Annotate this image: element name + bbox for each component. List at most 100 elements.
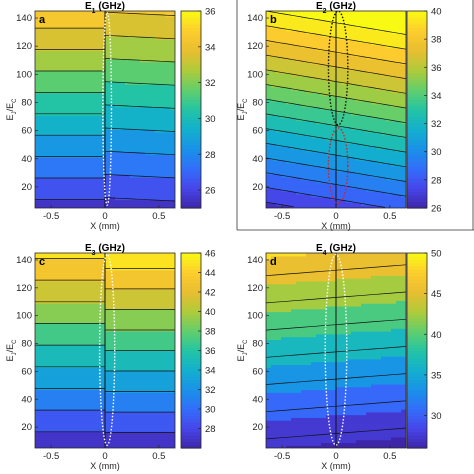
heatmap-cell — [65, 75, 71, 80]
heatmap-cell — [276, 30, 282, 35]
heatmap-cell — [306, 101, 312, 105]
heatmap-cell — [386, 148, 392, 153]
heatmap-cell — [70, 431, 76, 435]
heatmap-cell — [90, 27, 96, 32]
colorbar-cell — [181, 33, 201, 38]
heatmap-cell — [50, 436, 56, 441]
heatmap-cell — [90, 103, 96, 108]
heatmap-cell — [125, 109, 131, 113]
heatmap-cell — [85, 261, 91, 265]
heatmap-cell — [70, 356, 76, 360]
colorbar-cell — [181, 204, 201, 209]
heatmap-cell — [391, 27, 397, 32]
heatmap-cell — [75, 272, 81, 276]
heatmap-cell — [130, 154, 136, 158]
heatmap-cell — [165, 27, 171, 32]
heatmap-cell — [386, 196, 392, 201]
heatmap-cell — [356, 47, 362, 51]
heatmap-cell — [271, 129, 277, 133]
heatmap-cell — [321, 67, 327, 71]
heatmap-cell — [115, 143, 121, 147]
contour-line — [266, 201, 295, 208]
heatmap-cell — [45, 392, 51, 396]
heatmap-cell — [271, 64, 277, 68]
colorbar-cell — [181, 165, 201, 170]
heatmap-cell — [160, 13, 166, 18]
boundary-ellipse — [102, 11, 113, 206]
colorbar-cell — [407, 155, 427, 160]
heatmap-cell — [371, 177, 377, 181]
heatmap-cell — [356, 199, 362, 203]
heatmap-cell — [60, 78, 66, 82]
heatmap-cell — [351, 117, 357, 122]
heatmap-cell — [50, 157, 56, 161]
heatmap-cell — [55, 283, 61, 288]
heatmap-cell — [60, 19, 66, 23]
heatmap-cell — [286, 182, 292, 187]
heatmap-cell — [45, 286, 51, 290]
heatmap-cell — [150, 132, 156, 136]
heatmap-cell — [45, 115, 51, 119]
heatmap-cell — [135, 30, 141, 35]
heatmap-cell — [105, 148, 111, 153]
heatmap-cell — [145, 103, 151, 108]
heatmap-cell — [366, 165, 372, 170]
heatmap-cell — [65, 269, 71, 274]
heatmap-cell — [316, 129, 322, 133]
heatmap-cell — [120, 33, 126, 37]
heatmap-cell — [271, 179, 277, 184]
heatmap-cell — [316, 151, 322, 156]
colorbar-cell — [181, 185, 201, 189]
heatmap-cell — [356, 146, 362, 150]
heatmap-cell — [316, 202, 322, 206]
heatmap-cell — [326, 50, 332, 54]
heatmap-cell — [45, 165, 51, 170]
heatmap-cell — [271, 70, 277, 74]
heatmap-cell — [271, 53, 277, 57]
heatmap-cell — [45, 89, 51, 94]
heatmap-cell — [65, 157, 71, 161]
heatmap-cell — [150, 67, 156, 71]
heatmap-cell — [110, 36, 116, 40]
heatmap-cell — [366, 168, 372, 173]
heatmap-cell — [55, 347, 61, 352]
heatmap-cell — [90, 25, 96, 29]
heatmap-cell — [160, 120, 166, 125]
heatmap-cell — [281, 25, 287, 29]
heatmap-cell — [316, 146, 322, 150]
heatmap-cell — [40, 120, 46, 125]
heatmap-cell — [75, 434, 81, 438]
heatmap-cell — [361, 109, 367, 113]
heatmap-cell — [80, 258, 86, 262]
heatmap-cell — [145, 205, 151, 208]
heatmap-cell — [35, 33, 41, 37]
heatmap-cell — [75, 25, 81, 29]
heatmap-cell — [351, 103, 357, 108]
colorbar-cell — [407, 152, 427, 157]
heatmap-cell — [356, 30, 362, 35]
heatmap-cell — [346, 78, 352, 82]
heatmap-cell — [331, 112, 337, 116]
heatmap-cell — [331, 132, 337, 136]
heatmap-cell — [35, 294, 41, 299]
heatmap-cell — [321, 188, 327, 192]
heatmap-cell — [170, 19, 175, 23]
heatmap-cell — [301, 154, 307, 158]
heatmap-cell — [296, 39, 302, 43]
colorbar-cell — [407, 66, 427, 71]
heatmap-cell — [70, 39, 76, 43]
heatmap-cell — [165, 75, 171, 80]
heatmap-cell — [85, 185, 91, 189]
heatmap-cell — [70, 397, 76, 402]
heatmap-cell — [336, 41, 342, 46]
heatmap-cell — [381, 89, 387, 94]
heatmap-cell — [90, 154, 96, 158]
heatmap-cell — [120, 199, 126, 203]
heatmap-cell — [351, 25, 357, 29]
heatmap-cell — [60, 314, 66, 318]
heatmap-cell — [291, 140, 297, 144]
heatmap-cell — [105, 41, 111, 46]
heatmap-cell — [321, 22, 327, 26]
heatmap-cell — [291, 115, 297, 119]
heatmap-cell — [55, 185, 61, 189]
